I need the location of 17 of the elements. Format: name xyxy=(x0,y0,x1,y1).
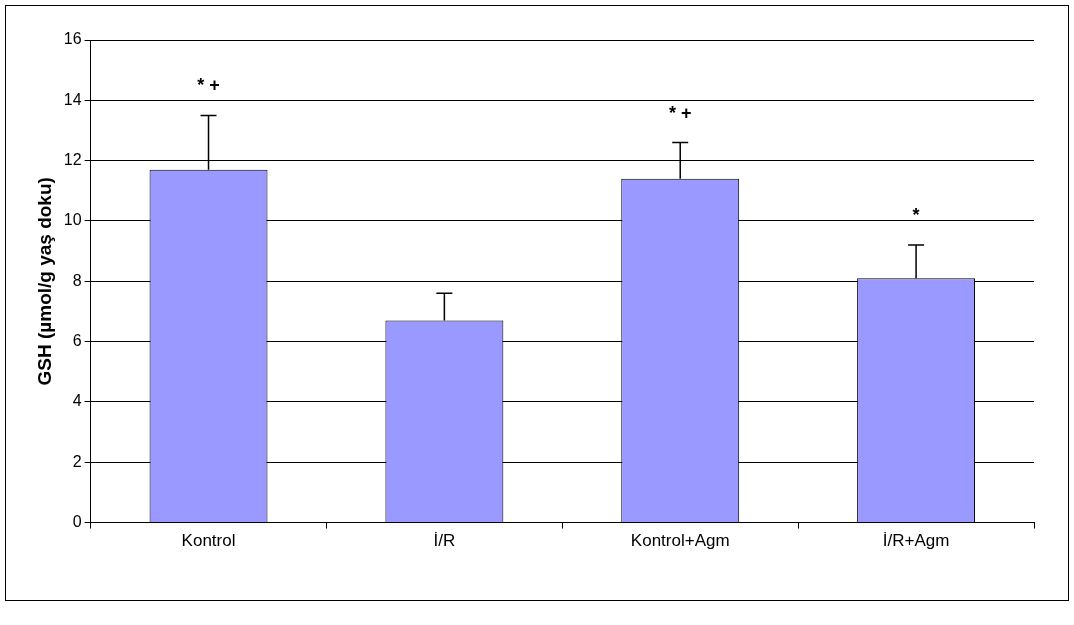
x-tick-label: Kontrol xyxy=(181,531,236,551)
x-tick-label: İ/R xyxy=(433,531,456,551)
y-tick-label: 6 xyxy=(72,332,82,350)
y-axis-title: GSH (µmol/g yaş doku) xyxy=(33,177,55,386)
x-tick-label: Kontrol+Agm xyxy=(630,531,730,551)
annotation: * xyxy=(912,205,920,226)
y-tick-label: 4 xyxy=(72,392,82,410)
y-tick-label: 2 xyxy=(72,452,82,470)
y-tick-label: 12 xyxy=(63,151,82,169)
x-tick-label: İ/R+Agm xyxy=(882,531,950,551)
y-tick-label: 14 xyxy=(63,90,82,108)
annotation: * + xyxy=(197,75,220,96)
y-tick-label: 0 xyxy=(72,513,82,531)
annotation: * + xyxy=(668,102,692,123)
y-tick-label: 8 xyxy=(72,271,82,289)
y-tick-label: 16 xyxy=(63,30,82,48)
y-tick-label: 10 xyxy=(63,211,82,229)
